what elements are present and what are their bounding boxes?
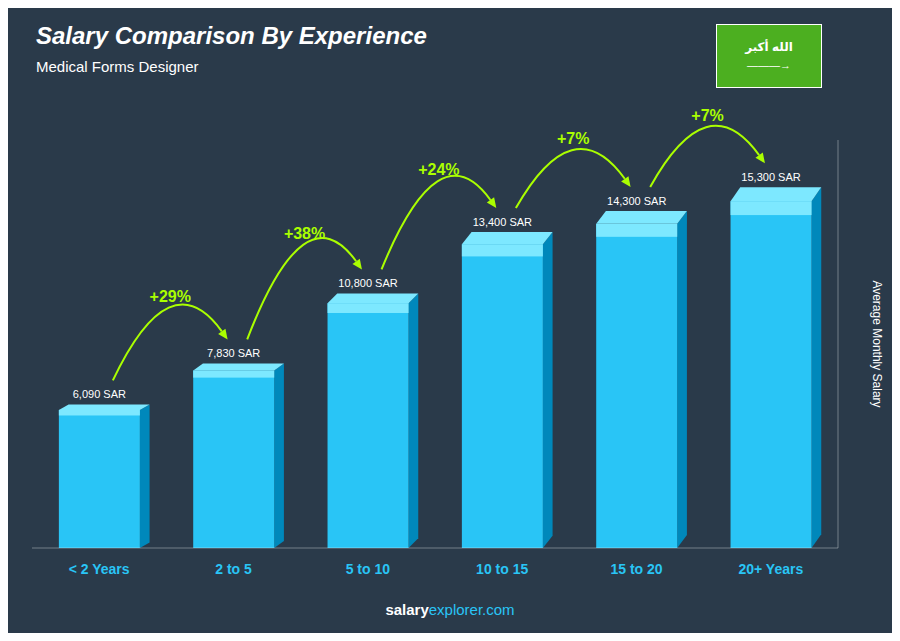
html-text:Medical Forms Designer: Medical Forms Designer: [36, 58, 199, 75]
svg-text:15 to 20: 15 to 20: [610, 561, 662, 577]
svg-text:13,400 SAR: 13,400 SAR: [473, 216, 532, 228]
svg-text:5 to 10: 5 to 10: [346, 561, 391, 577]
svg-text:15,300 SAR: 15,300 SAR: [741, 171, 800, 183]
svg-text:+24%: +24%: [418, 161, 459, 178]
html-text:Salary Comparison By Experienc: Salary Comparison By Experience: [36, 22, 427, 49]
svg-text:+7%: +7%: [557, 130, 589, 147]
html-text:الله أكبر: الله أكبر: [745, 40, 793, 55]
svg-text:+7%: +7%: [691, 107, 723, 124]
svg-text:7,830 SAR: 7,830 SAR: [207, 347, 260, 359]
svg-text:10 to 15: 10 to 15: [476, 561, 528, 577]
svg-text:+38%: +38%: [284, 225, 325, 242]
svg-text:20+ Years: 20+ Years: [738, 561, 803, 577]
html-text:salary explorer.com: salary explorer.com: [385, 601, 515, 618]
svg-text:10,800 SAR: 10,800 SAR: [338, 277, 397, 289]
svg-text:< 2 Years: < 2 Years: [69, 561, 130, 577]
svg-text:Average Monthly Salary: Average Monthly Salary: [870, 280, 884, 407]
svg-text:14,300 SAR: 14,300 SAR: [607, 195, 666, 207]
svg-text:+29%: +29%: [150, 288, 191, 305]
svg-text:6,090 SAR: 6,090 SAR: [73, 388, 126, 400]
svg-text:2 to 5: 2 to 5: [215, 561, 252, 577]
